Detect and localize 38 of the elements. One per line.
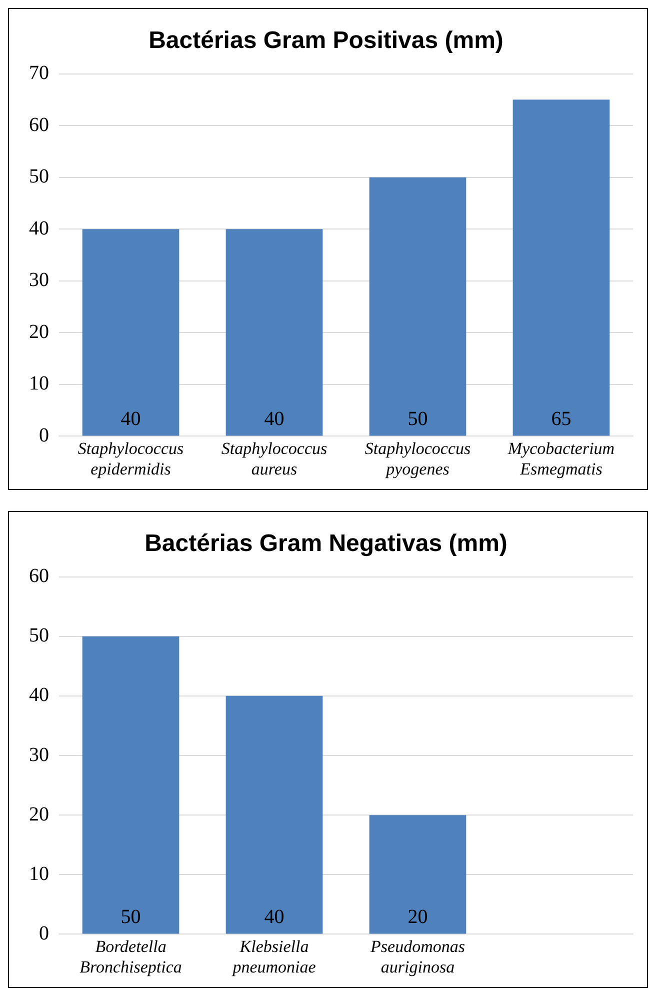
chart-title: Bactérias Gram Negativas (mm) — [144, 530, 508, 558]
y-tick-label: 30 — [29, 269, 49, 292]
data-label: 65 — [551, 408, 572, 430]
data-label: 50 — [120, 906, 141, 928]
x-tick-label: Pseudomonas auriginosa — [370, 936, 466, 976]
bar — [82, 229, 180, 436]
x-tick-label: Mycobacterium Esmegmatis — [506, 438, 615, 478]
y-tick-label: 0 — [39, 424, 49, 446]
y-tick-label: 40 — [29, 217, 49, 240]
bar — [226, 696, 323, 934]
y-tick-label: 60 — [29, 565, 49, 588]
bar — [369, 177, 466, 436]
x-tick-label: Klebsiella pneumoniae — [232, 936, 316, 976]
x-tick-label: Bordetella Bronchiseptica — [80, 936, 182, 976]
y-tick-label: 10 — [29, 372, 49, 395]
data-label: 40 — [264, 906, 284, 928]
y-tick-label: 70 — [29, 62, 49, 84]
x-tick-label: Staphylococcus aureus — [221, 438, 328, 478]
y-tick-label: 50 — [29, 166, 49, 188]
y-tick-label: 50 — [29, 624, 49, 647]
y-tick-label: 20 — [29, 320, 49, 343]
bar — [369, 815, 466, 934]
chart-title: Bactérias Gram Positivas (mm) — [148, 27, 504, 54]
y-tick-label: 20 — [29, 803, 49, 826]
bar — [226, 229, 323, 436]
x-tick-label: Staphylococcus pyogenes — [364, 438, 472, 478]
y-tick-label: 30 — [29, 744, 49, 766]
bar — [82, 636, 180, 934]
data-label: 50 — [408, 408, 428, 430]
x-tick-label: Staphylococcus epidermidis — [78, 438, 184, 478]
y-tick-label: 40 — [29, 684, 49, 706]
data-label: 20 — [408, 906, 428, 928]
data-label: 40 — [264, 408, 284, 430]
y-tick-label: 60 — [29, 114, 49, 136]
y-tick-label: 10 — [29, 862, 49, 885]
data-label: 40 — [120, 408, 141, 430]
y-tick-label: 0 — [39, 922, 49, 944]
bar — [512, 100, 610, 436]
